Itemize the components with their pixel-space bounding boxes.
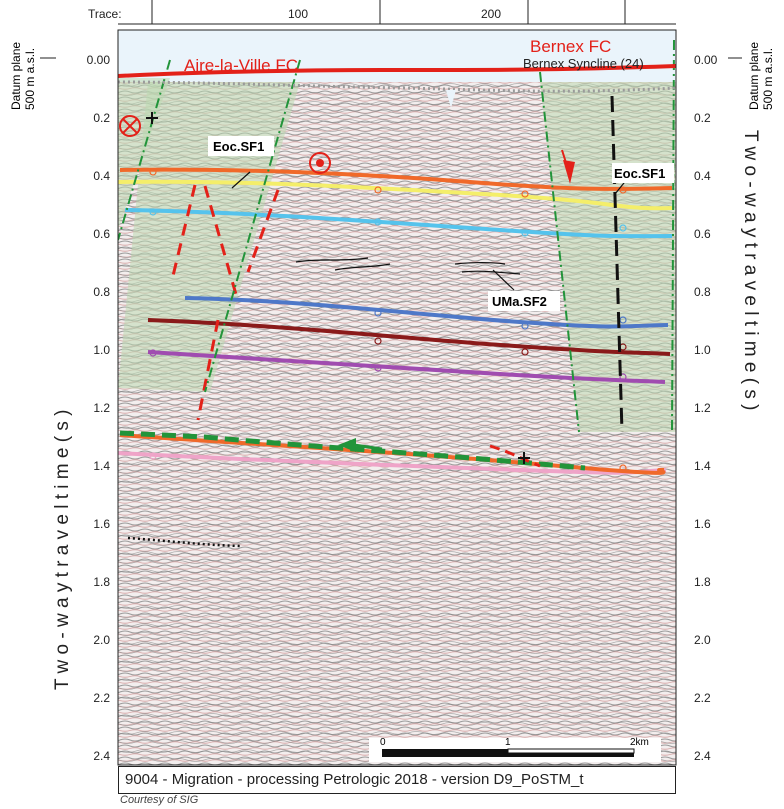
fault-red-dashed — [196, 319, 220, 421]
datum-line2-left: 500 m a.s.l. — [23, 48, 37, 110]
horizon-yellow — [118, 179, 673, 211]
y-tick-right: 0.00 — [694, 53, 718, 67]
plus-marker — [518, 452, 530, 464]
datum-line1-left: Datum plane — [9, 42, 23, 110]
y-tick-right: 2.4 — [694, 749, 711, 763]
eoc-right-label: Eoc.SF1 — [614, 166, 665, 181]
eoc-left-box — [208, 136, 274, 156]
dotted-reflector — [127, 536, 243, 548]
eoc-right-box — [612, 163, 674, 183]
y-tick-right: 1.4 — [694, 459, 711, 473]
trace-tick-100: 100 — [288, 7, 308, 21]
horizon-darkred — [147, 318, 671, 356]
thrust-slip-arrow — [338, 438, 356, 452]
bernex-syncline-label: Bernex Syncline (24) — [523, 56, 644, 71]
horizon-cyan — [124, 208, 673, 239]
figure-caption: 9004 - Migration - processing Petrologic… — [118, 766, 676, 794]
y-tick-right: 2.2 — [694, 691, 711, 705]
y-tick-left: 2.4 — [93, 749, 110, 763]
thrust-red-dashed — [489, 444, 541, 468]
y-tick-right: 1.0 — [694, 343, 711, 357]
y-tick-left: 2.2 — [93, 691, 110, 705]
y-tick-right: 0.8 — [694, 285, 711, 299]
y-tick-right: 1.6 — [694, 517, 711, 531]
bernex-fc-label: Bernex FC — [530, 37, 611, 56]
trace-label: Trace: — [88, 7, 122, 21]
datum-line2-right: 500 m a.s.l. — [761, 48, 775, 110]
fault-green-dashdot — [204, 59, 301, 393]
figure-credit: Courtesy of SIG — [120, 794, 199, 806]
horizon-purple — [147, 350, 666, 384]
y-tick-left: 1.8 — [93, 575, 110, 589]
horizon-blue — [184, 296, 669, 329]
y-axis-title-right: T w o - w a y t r a v e l t i m e ( s ) — [740, 130, 761, 410]
scale-segment-white — [507, 748, 635, 754]
scale-tick-2km: 2km — [630, 737, 649, 748]
uma-reflector-marks — [295, 257, 521, 275]
seismic-panel: 0 1 2km — [118, 30, 676, 765]
trace-tick-200: 200 — [481, 7, 501, 21]
y-tick-left: 2.0 — [93, 633, 110, 647]
normal-slip-arrow-stem — [561, 149, 568, 167]
datum-label-left: Datum plane 500 m a.s.l. — [9, 42, 37, 110]
y-tick-left: 0.2 — [93, 111, 110, 125]
y-tick-right: 1.8 — [694, 575, 711, 589]
y-axis-title-left: T w o - w a y t r a v e l t i m e ( s ) — [52, 410, 73, 690]
y-tick-right: 1.2 — [694, 401, 711, 415]
scale-bar-base — [382, 753, 634, 757]
fault-green-dashdot — [539, 71, 580, 433]
datum-line1-right: Datum plane — [747, 42, 761, 110]
plus-marker — [146, 112, 158, 124]
detachment-green-dashed — [119, 430, 586, 471]
uma-box — [488, 291, 560, 311]
horizon-orange — [119, 167, 673, 191]
thrust-slip-arrow-stem — [353, 443, 383, 451]
scale-segment-black — [382, 749, 508, 753]
fault-red-dashed — [170, 184, 197, 281]
y-tick-right: 2.0 — [694, 633, 711, 647]
aire-la-ville-fc-label: Aire-la-Ville FC — [184, 56, 298, 75]
y-tick-left: 1.0 — [93, 343, 110, 357]
valley-notch — [446, 90, 456, 108]
callout-arrow — [492, 269, 515, 291]
y-tick-left: 0.00 — [87, 53, 111, 67]
fault-black-dashed — [610, 95, 624, 433]
y-tick-right: 0.4 — [694, 169, 711, 183]
y-tick-left: 1.2 — [93, 401, 110, 415]
topography-line — [118, 64, 676, 78]
y-tick-left: 0.4 — [93, 169, 110, 183]
scale-tick-0: 0 — [380, 737, 386, 748]
y-axis-ticks: 0.00 0.00 0.2 0.2 0.4 0.4 0.6 0.6 0.8 0.8 1.0 1.0 1.… — [87, 53, 718, 763]
y-tick-left: 1.6 — [93, 517, 110, 531]
datum-label-right: Datum plane 500 m a.s.l. — [747, 42, 775, 110]
fault-red-dashed — [246, 189, 280, 273]
scale-tick-1: 1 — [505, 737, 511, 748]
uma-label: UMa.SF2 — [492, 294, 547, 309]
y-tick-left: 0.6 — [93, 227, 110, 241]
fault-green-dashdot — [671, 39, 675, 433]
y-tick-right: 0.6 — [694, 227, 711, 241]
into-plane-symbol — [309, 152, 331, 174]
fault-zone-shade — [118, 82, 300, 392]
out-of-plane-symbol — [119, 115, 141, 137]
panel-frame — [117, 29, 677, 766]
callout-arrow — [231, 171, 251, 189]
y-tick-left: 0.8 — [93, 285, 110, 299]
eoc-left-label: Eoc.SF1 — [213, 139, 264, 154]
y-tick-left: 1.4 — [93, 459, 110, 473]
y-tick-right: 0.2 — [694, 111, 711, 125]
